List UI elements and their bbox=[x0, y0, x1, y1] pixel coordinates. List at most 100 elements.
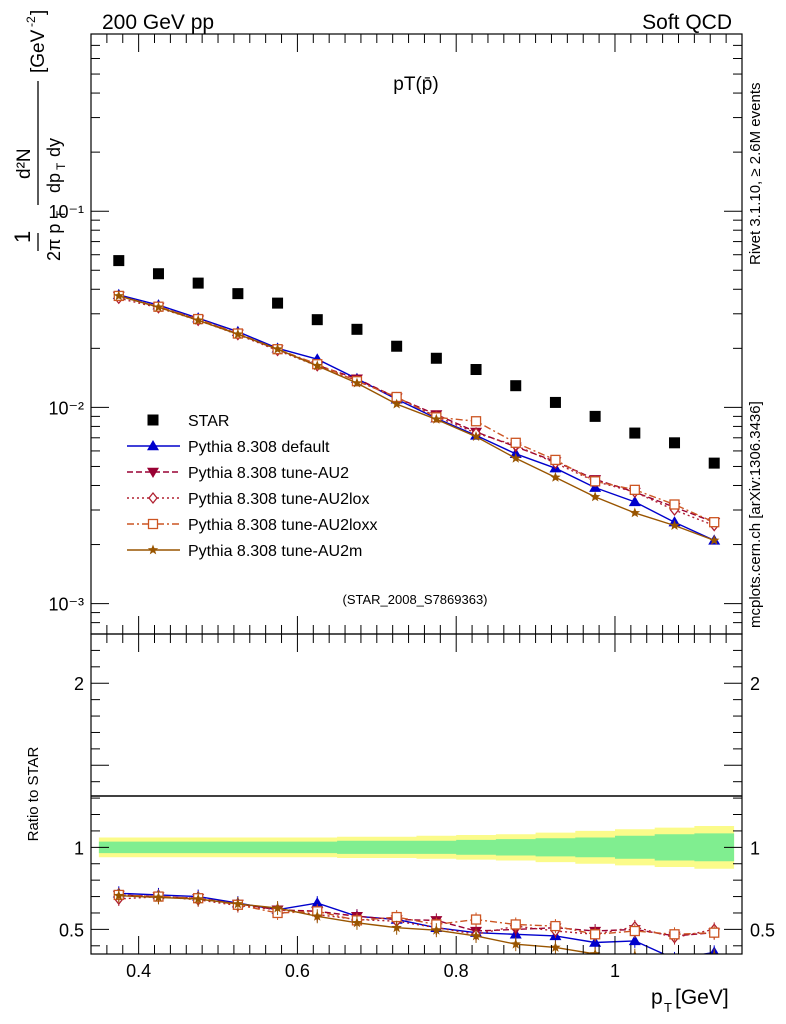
svg-text:T: T bbox=[54, 210, 68, 218]
legend-marker-pythia-8-308-tune-au2m bbox=[147, 544, 159, 555]
ratio-point-pythia-8-308-default bbox=[589, 936, 602, 947]
ratio-point-pythia-8-308-tune-au2m bbox=[589, 948, 601, 954]
header-collision-label: 200 GeV pp bbox=[102, 11, 214, 34]
ratio-plot-frame bbox=[90, 633, 743, 955]
ratio-y-tick-label-right: 1 bbox=[750, 838, 760, 858]
ratio-point-pythia-8-308-tune-au2m bbox=[153, 891, 164, 902]
legend-marker-star bbox=[147, 414, 159, 426]
main-point-pythia-8-308-tune-au2m bbox=[272, 343, 283, 354]
header-category-label: Soft QCD bbox=[642, 11, 732, 34]
svg-text:p: p bbox=[651, 986, 663, 1009]
main-line-pythia-8-308-tune-au2m bbox=[118, 295, 715, 542]
main-point-pythia-8-308-tune-au2m bbox=[391, 398, 402, 409]
side-label-rivet: Rivet 3.1.10, ≥ 2.6M events bbox=[747, 83, 764, 266]
main-y-tick-label: 10⁻² bbox=[48, 398, 84, 418]
analysis-watermark: (STAR_2008_S7869363) bbox=[342, 592, 487, 607]
ratio-point-pythia-8-308-tune-au2m bbox=[510, 938, 521, 949]
ratio-point-pythia-8-308-tune-au2m bbox=[669, 955, 679, 965]
main-point-pythia-8-308-tune-au2loxx bbox=[550, 454, 561, 466]
main-point-star bbox=[510, 380, 522, 392]
main-point-star bbox=[351, 323, 363, 335]
svg-text:dy: dy bbox=[44, 138, 64, 157]
main-plot-panel: pT(p̄) (STAR_2008_S7869363) STAR Pythia 8… bbox=[10, 10, 743, 635]
ratio-point-pythia-8-308-default bbox=[628, 934, 641, 946]
ratio-point-pythia-8-308-tune-au2m bbox=[709, 950, 720, 954]
main-point-pythia-8-308-tune-au2m bbox=[351, 377, 363, 388]
main-point-star bbox=[192, 277, 204, 289]
ratio-line-pythia-8-308-tune-au2 bbox=[118, 894, 715, 937]
svg-text:2π p: 2π p bbox=[44, 224, 64, 261]
ratio-line-pythia-8-308-tune-au2lox bbox=[118, 895, 715, 939]
ratio-point-pythia-8-308-tune-au2m bbox=[629, 950, 641, 954]
main-point-pythia-8-308-tune-au2m bbox=[550, 471, 561, 482]
main-point-pythia-8-308-tune-au2m bbox=[312, 360, 323, 371]
legend-label-pythia-8-308-tune-au2: Pythia 8.308 tune-AU2 bbox=[188, 465, 349, 482]
ratio-plot-panel: 0.4 0.6 0.8 1 0.5 0.5 1 1 2 2 Ratio to STAR p T [… bbox=[25, 633, 775, 1015]
main-point-pythia-8-308-tune-au2loxx bbox=[589, 476, 601, 487]
main-point-pythia-8-308-tune-au2m bbox=[431, 413, 442, 424]
legend-label-pythia-8-308-tune-au2loxx: Pythia 8.308 tune-AU2loxx bbox=[188, 517, 377, 534]
ratio-y-tick-label: 0.5 bbox=[59, 920, 84, 940]
main-point-pythia-8-308-tune-au2m bbox=[510, 452, 521, 463]
svg-text:[GeV]: [GeV] bbox=[675, 986, 729, 1009]
main-point-pythia-8-308-default bbox=[628, 495, 641, 507]
ratio-point-pythia-8-308-tune-au2m bbox=[192, 893, 204, 904]
ratio-y-tick-label: 1 bbox=[74, 838, 84, 858]
ratio-point-pythia-8-308-tune-au2loxx bbox=[669, 929, 680, 940]
ratio-point-pythia-8-308-tune-au2m bbox=[470, 930, 482, 941]
main-point-pythia-8-308-tune-au2m bbox=[709, 534, 720, 545]
ratio-point-pythia-8-308-tune-au2m bbox=[550, 941, 561, 952]
main-point-pythia-8-308-tune-au2loxx bbox=[510, 437, 521, 448]
main-point-star bbox=[113, 255, 125, 267]
main-point-pythia-8-308-tune-au2loxx bbox=[629, 484, 640, 495]
ratio-point-pythia-8-308-tune-au2loxx bbox=[589, 929, 601, 940]
main-point-star bbox=[272, 297, 284, 309]
ratio-line-pythia-8-308-tune-au2m bbox=[118, 895, 613, 954]
ratio-point-pythia-8-308-tune-au2loxx bbox=[470, 914, 482, 925]
ratio-y-tick-label-right: 2 bbox=[750, 674, 760, 694]
ratio-point-pythia-8-308-tune-au2m bbox=[391, 922, 402, 933]
ratio-point-pythia-8-308-tune-au2m bbox=[351, 917, 363, 928]
legend-label-pythia-8-308-tune-au2m: Pythia 8.308 tune-AU2m bbox=[188, 543, 362, 560]
svg-text:1: 1 bbox=[10, 231, 35, 243]
side-label-mcplots: mcplots.cern.ch [arXiv:1306.3436] bbox=[747, 401, 764, 628]
main-point-star bbox=[430, 352, 442, 364]
main-point-pythia-8-308-tune-au2m bbox=[470, 431, 482, 441]
svg-text:-2: -2 bbox=[24, 16, 38, 27]
main-point-star bbox=[152, 268, 164, 280]
ratio-point-pythia-8-308-tune-au2loxx bbox=[629, 925, 640, 937]
ratio-y-tick-label-right: 0.5 bbox=[750, 920, 775, 940]
plot-title: pT(p̄) bbox=[393, 74, 438, 95]
reference-uncertainty-band bbox=[98, 826, 735, 869]
ratio-x-tick-label: 0.8 bbox=[444, 961, 469, 981]
legend-label-pythia-8-308-tune-au2lox: Pythia 8.308 tune-AU2lox bbox=[188, 491, 369, 508]
main-point-pythia-8-308-tune-au2m bbox=[589, 491, 601, 502]
main-point-star bbox=[589, 410, 601, 422]
legend-marker-pythia-8-308-tune-au2lox bbox=[148, 491, 158, 505]
main-point-star bbox=[629, 427, 641, 439]
band-inner bbox=[98, 833, 735, 862]
ratio-x-tick-label: 0.4 bbox=[126, 961, 151, 981]
main-y-tick-label: 10⁻³ bbox=[48, 595, 84, 615]
ratio-point-pythia-8-308-tune-au2loxx bbox=[510, 919, 521, 930]
main-y-tick-label: 10⁻¹ bbox=[48, 202, 84, 222]
main-point-star bbox=[549, 396, 561, 408]
ratio-x-tick-label: 1 bbox=[610, 961, 620, 981]
legend-marker-pythia-8-308-tune-au2 bbox=[147, 467, 159, 478]
legend: STAR Pythia 8.308 default Pythia 8.308 tun… bbox=[127, 413, 377, 560]
main-point-pythia-8-308-tune-au2loxx bbox=[709, 517, 720, 528]
ratio-point-pythia-8-308-tune-au2m bbox=[431, 924, 442, 935]
main-point-pythia-8-308-tune-au2m bbox=[669, 520, 680, 530]
main-point-star bbox=[470, 364, 482, 376]
ratio-line-pythia-8-308-tune-au2loxx bbox=[118, 894, 715, 936]
ratio-point-pythia-8-308-tune-au2m bbox=[232, 898, 244, 909]
main-point-pythia-8-308-tune-au2m bbox=[232, 328, 244, 339]
svg-text:[GeV: [GeV bbox=[28, 29, 49, 73]
ratio-y-tick-label: 2 bbox=[74, 674, 84, 694]
main-point-pythia-8-308-tune-au2m bbox=[113, 290, 124, 301]
main-point-pythia-8-308-tune-au2m bbox=[153, 301, 164, 312]
main-point-pythia-8-308-tune-au2loxx bbox=[669, 499, 680, 510]
legend-marker-pythia-8-308-default bbox=[147, 440, 159, 451]
ratio-line-pythia-8-308-default bbox=[118, 892, 715, 954]
